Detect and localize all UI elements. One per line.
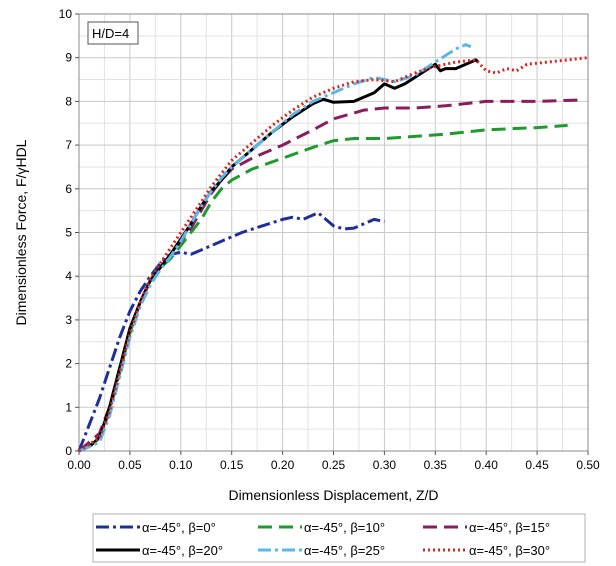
y-tick-label: 2 [65,357,72,371]
y-tick-label: 0 [65,444,72,458]
y-tick-label: 7 [65,138,72,152]
x-axis-ticks: 0.00 0.05 0.10 0.15 0.20 0.25 0.30 0.35 0.40 0.45… [67,451,600,472]
annotation-box: H/D=4 [87,21,139,45]
x-tick-label: 0.05 [118,458,142,472]
series-layer [77,43,589,453]
series-line-6 [78,56,589,453]
legend-label-1: α=-45°, β=0° [142,520,216,535]
y-axis-label: Dimensionless Force, F/γHDL [13,139,29,325]
y-tick-label: 8 [65,94,72,108]
x-tick-label: 0.20 [271,458,295,472]
legend-label-6: α=-45°, β=30° [469,543,550,558]
annotation-text: H/D=4 [92,26,129,41]
y-axis-ticks: 0 1 2 3 4 5 6 7 8 9 10 [59,7,79,458]
legend-label-5: α=-45°, β=25° [304,543,385,558]
y-tick-label: 10 [59,7,73,21]
legend-label-2: α=-45°, β=10° [304,520,385,535]
legend-label-4: α=-45°, β=20° [142,543,223,558]
x-axis-label: Dimensionless Displacement, Z/D [228,487,438,503]
x-tick-label: 0.40 [475,458,499,472]
x-tick-label: 0.35 [424,458,448,472]
x-tick-label: 0.00 [67,458,91,472]
legend-label-3: α=-45°, β=15° [469,520,550,535]
x-tick-label: 0.30 [373,458,397,472]
y-tick-label: 3 [65,313,72,327]
x-tick-label: 0.10 [169,458,193,472]
y-tick-label: 9 [65,51,72,65]
x-tick-label: 0.50 [576,458,600,472]
y-tick-label: 5 [65,226,72,240]
legend: α=-45°, β=0° α=-45°, β=10° α=-45°, β=15° α=… [92,513,586,563]
x-tick-label: 0.25 [322,458,346,472]
x-tick-label: 0.45 [525,458,549,472]
x-tick-label: 0.15 [220,458,244,472]
y-tick-label: 4 [65,269,72,283]
series-line-2 [78,123,568,453]
y-tick-label: 1 [65,400,72,414]
y-tick-label: 6 [65,182,72,196]
series-line-4 [78,58,480,453]
series-line-5 [78,43,472,453]
grid [78,13,589,452]
series-line-1 [77,211,385,452]
